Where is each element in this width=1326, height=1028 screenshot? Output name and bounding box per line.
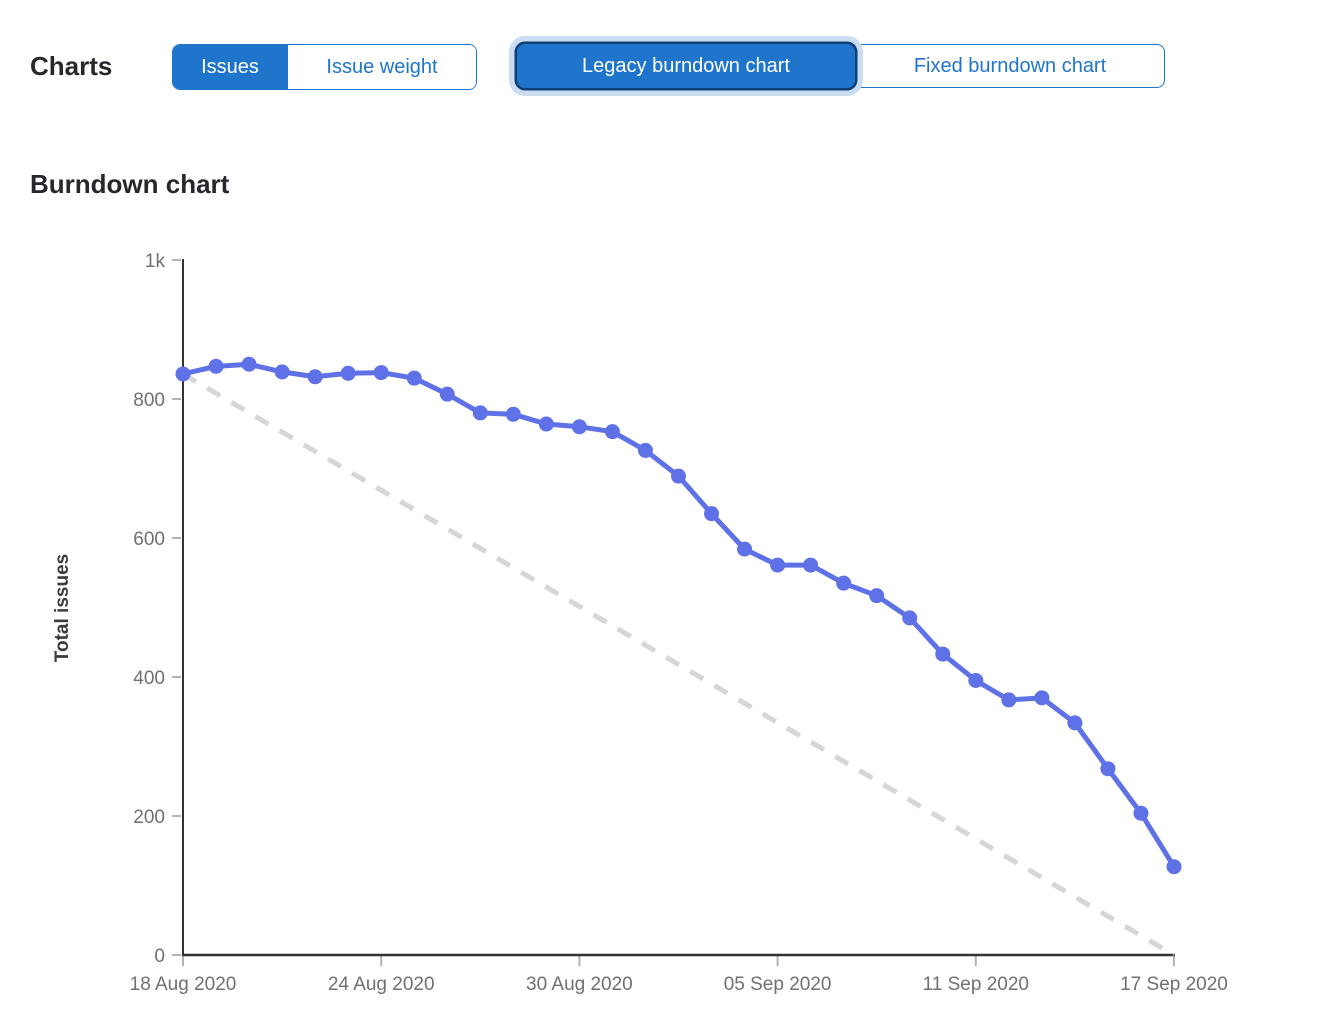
data-point[interactable] xyxy=(472,405,488,421)
x-tick-label: 24 Aug 2020 xyxy=(328,974,435,995)
issues-toggle-button[interactable]: Issues xyxy=(173,45,287,89)
data-point[interactable] xyxy=(604,424,620,440)
data-point[interactable] xyxy=(439,386,455,402)
data-point[interactable] xyxy=(968,672,984,688)
x-tick-label: 17 Sep 2020 xyxy=(1120,974,1228,995)
x-tick-label: 11 Sep 2020 xyxy=(923,974,1029,995)
data-point[interactable] xyxy=(671,468,686,484)
fixed-burndown-chart-button[interactable]: Fixed burndown chart xyxy=(855,44,1165,88)
data-point[interactable] xyxy=(538,416,554,432)
data-point[interactable] xyxy=(373,365,389,381)
legacy-burndown-chart-button[interactable]: Legacy burndown chart xyxy=(517,44,855,88)
data-point[interactable] xyxy=(505,406,521,422)
ideal-guideline-line xyxy=(181,371,1176,958)
y-tick-label: 800 xyxy=(133,390,165,411)
data-point[interactable] xyxy=(869,588,885,604)
data-point[interactable] xyxy=(1001,692,1017,708)
y-tick-label: 0 xyxy=(154,946,165,967)
data-point[interactable] xyxy=(902,610,918,626)
data-point[interactable] xyxy=(704,506,720,522)
y-tick-label: 1k xyxy=(145,251,166,272)
chart-type-toggle-group: Legacy burndown chart Fixed burndown cha… xyxy=(517,44,1165,88)
data-point[interactable] xyxy=(1034,690,1050,706)
data-point[interactable] xyxy=(836,575,852,591)
data-point[interactable] xyxy=(1067,715,1083,731)
data-point[interactable] xyxy=(935,646,951,662)
data-point[interactable] xyxy=(406,370,422,386)
data-point[interactable] xyxy=(737,541,753,557)
burndown-chart-title: Burndown chart xyxy=(30,169,230,199)
data-point[interactable] xyxy=(208,358,224,374)
data-point[interactable] xyxy=(1133,805,1149,821)
x-tick-label: 30 Aug 2020 xyxy=(526,974,633,995)
data-point[interactable] xyxy=(571,419,587,435)
actual-burndown-line xyxy=(180,361,1177,870)
y-tick-label: 200 xyxy=(133,807,165,828)
data-point[interactable] xyxy=(770,557,786,573)
metric-toggle-group: Issues Issue weight xyxy=(172,44,477,90)
data-point[interactable] xyxy=(1100,761,1116,777)
data-point[interactable] xyxy=(307,369,323,385)
y-tick-label: 600 xyxy=(133,529,165,550)
y-axis-title: Total issues xyxy=(52,554,73,662)
data-point[interactable] xyxy=(1166,859,1182,875)
y-tick-label: 400 xyxy=(133,668,165,689)
data-point[interactable] xyxy=(175,366,191,382)
data-point[interactable] xyxy=(803,557,819,573)
charts-label: Charts xyxy=(30,51,113,81)
x-tick-label: 18 Aug 2020 xyxy=(130,974,237,995)
data-point[interactable] xyxy=(241,356,257,372)
issue-weight-toggle-button[interactable]: Issue weight xyxy=(287,45,476,89)
data-point[interactable] xyxy=(274,364,290,380)
data-point[interactable] xyxy=(340,365,356,381)
data-point[interactable] xyxy=(637,442,653,458)
x-tick-label: 05 Sep 2020 xyxy=(724,974,832,995)
